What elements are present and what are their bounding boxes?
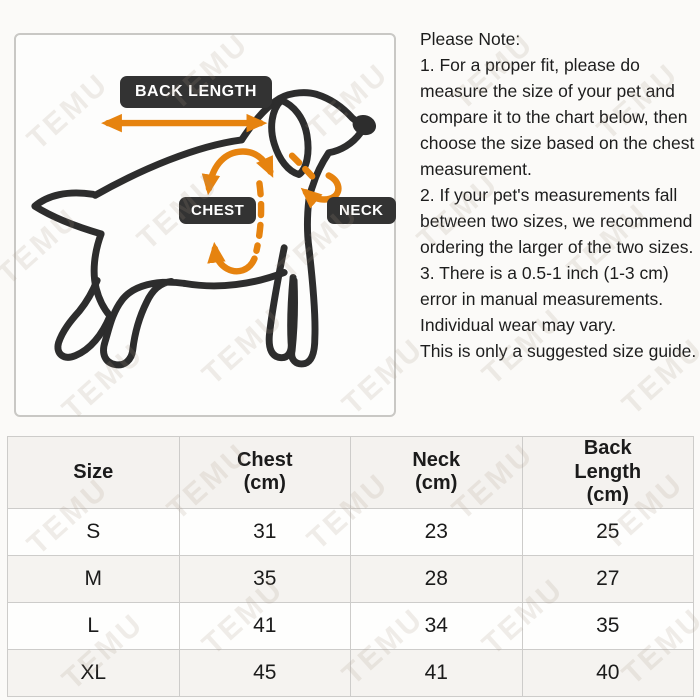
table-row-l: L 41 34 35 xyxy=(7,601,694,650)
back-length-cell: 25 xyxy=(521,507,694,556)
chest-girth-dashed-line xyxy=(253,180,265,254)
neck-label: NECK xyxy=(327,197,396,224)
col-header-back-length: Back Length (cm) xyxy=(521,436,694,509)
dog-hind-leg-near xyxy=(100,277,188,369)
header-line: (cm) xyxy=(415,472,458,495)
size-chart-table: Size Chest (cm) Neck (cm) Back Length xyxy=(7,436,694,697)
header-line: Length xyxy=(574,460,642,483)
dog-rump xyxy=(90,230,114,320)
back-length-cell: 27 xyxy=(521,554,694,603)
neck-cell: 34 xyxy=(350,601,523,650)
col-header-neck: Neck (cm) xyxy=(350,436,523,509)
chest-cell: 45 xyxy=(178,648,351,697)
dog-belly xyxy=(180,269,288,290)
please-note-section: Please Note: 1. For a proper fit, please… xyxy=(420,26,698,364)
dog-front-leg-left xyxy=(265,244,297,362)
size-cell: M xyxy=(7,554,180,603)
header-line: (cm) xyxy=(243,472,286,495)
table-row-s: S 31 23 25 xyxy=(7,507,694,556)
back-length-cell: 40 xyxy=(521,648,694,697)
dog-tail xyxy=(31,189,105,238)
note-title: Please Note: xyxy=(420,29,521,49)
dog-jaw-throat xyxy=(305,129,364,203)
measurement-diagram: BACK LENGTH CHEST NECK xyxy=(14,33,396,417)
measurement-annotations xyxy=(101,113,342,275)
table-row-xl: XL 45 41 40 xyxy=(7,648,694,697)
note-item-3: 3. There is a 0.5-1 inch (1-3 cm) error … xyxy=(420,263,669,335)
chest-cell: 35 xyxy=(178,554,351,603)
dog-illustration xyxy=(31,89,377,369)
neck-cell: 23 xyxy=(350,507,523,556)
dog-hind-leg-far xyxy=(54,276,114,361)
dog-outline xyxy=(31,89,368,369)
neck-girth-arrow xyxy=(300,172,342,209)
dog-ear xyxy=(268,96,312,178)
neck-cell: 41 xyxy=(350,648,523,697)
chest-cell: 41 xyxy=(178,601,351,650)
header-row: Size Chest (cm) Neck (cm) Back Length xyxy=(7,436,694,509)
neck-cell: 28 xyxy=(350,554,523,603)
back-length-label: BACK LENGTH xyxy=(120,76,272,108)
chest-cell: 31 xyxy=(178,507,351,556)
note-item-2: 2. If your pet's measurements fall betwe… xyxy=(420,185,694,257)
table-row-m: M 35 28 27 xyxy=(7,554,694,603)
header-line: (cm) xyxy=(586,484,629,507)
note-item-1: 1. For a proper fit, please do measure t… xyxy=(420,55,695,179)
back-length-cell: 35 xyxy=(521,601,694,650)
header-line: Neck xyxy=(412,448,461,471)
dog-back xyxy=(91,136,246,199)
neck-dashed-line xyxy=(288,152,320,184)
header-line: Chest xyxy=(236,448,293,471)
chest-girth-bottom-arrow xyxy=(207,241,258,275)
size-cell: XL xyxy=(7,648,180,697)
col-header-chest: Chest (cm) xyxy=(178,436,351,509)
header-line: Back xyxy=(583,437,632,459)
size-cell: L xyxy=(7,601,180,650)
size-cell: S xyxy=(7,507,180,556)
chest-girth-arch-arrow xyxy=(201,148,274,196)
note-footer: This is only a suggested size guide. xyxy=(420,341,697,361)
header-line: Size xyxy=(73,460,114,483)
col-header-size: Size xyxy=(7,436,180,509)
dog-nose xyxy=(352,114,377,136)
chest-label: CHEST xyxy=(179,197,257,224)
